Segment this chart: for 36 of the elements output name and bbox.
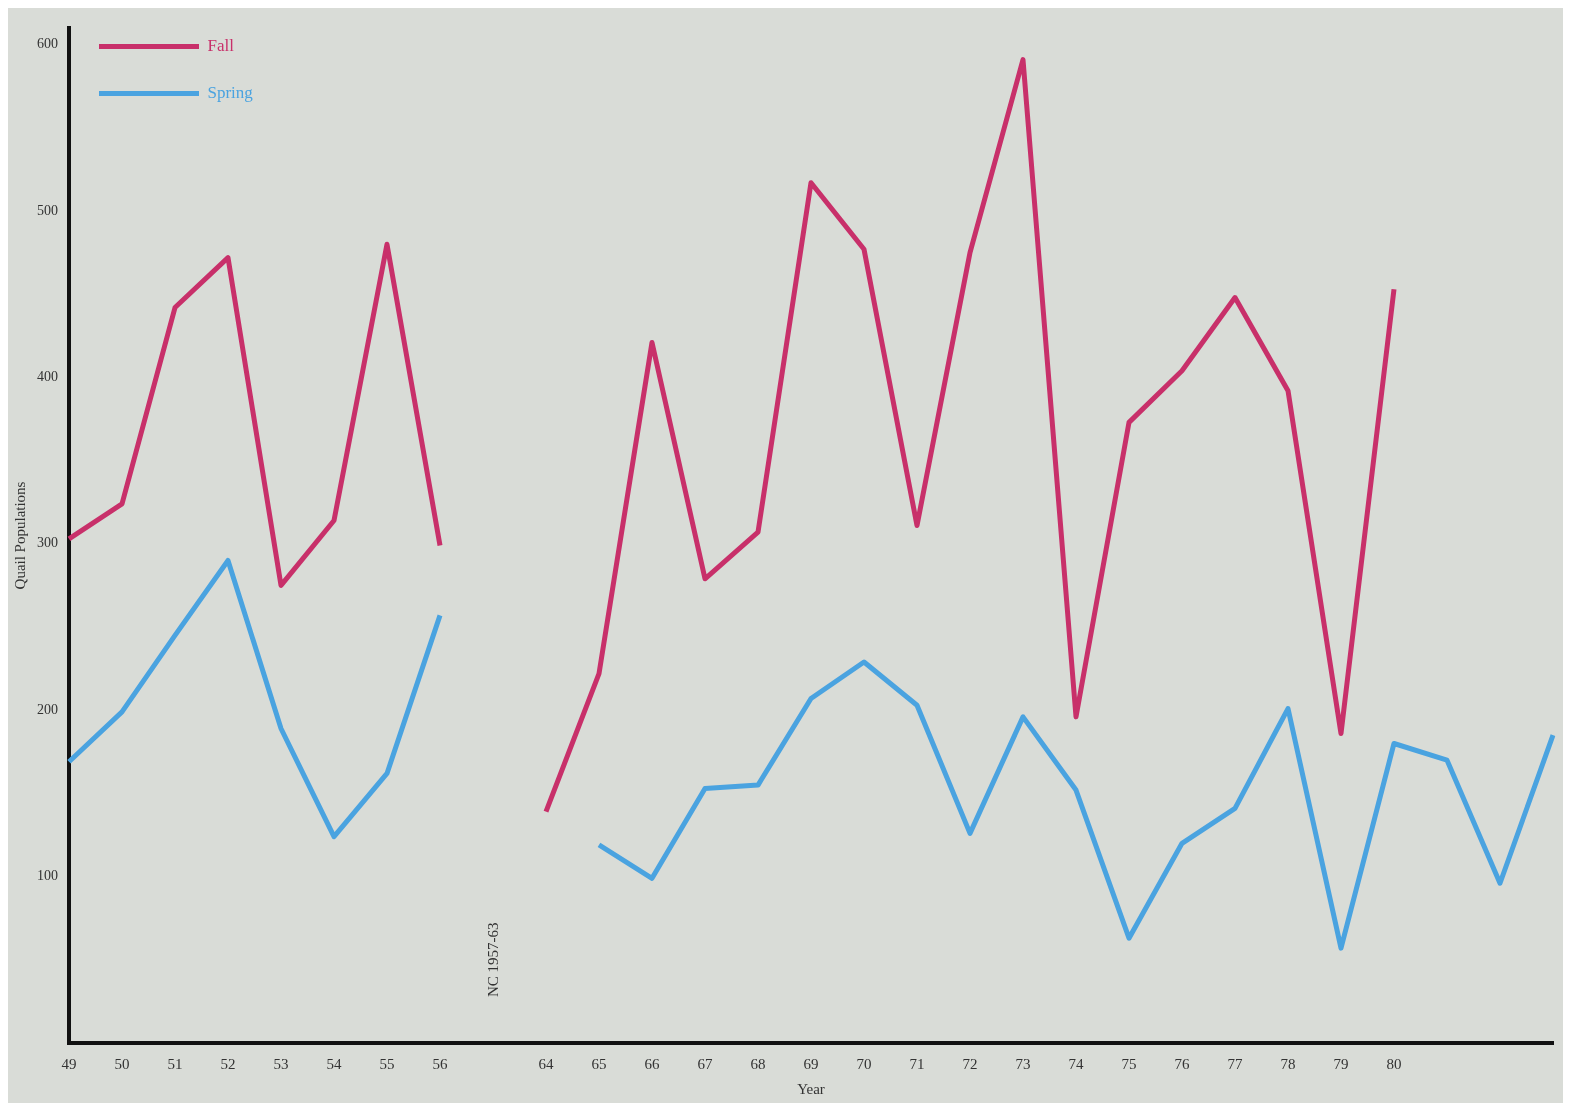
text: Spring <box>207 82 254 102</box>
x-tick-label: 66 <box>644 1055 660 1072</box>
x-tick-label: 49 <box>61 1055 77 1072</box>
x-tick-label: 70 <box>856 1055 872 1072</box>
x-tick-label: 56 <box>432 1055 448 1072</box>
y-tick-label: 400 <box>37 369 58 385</box>
x-tick-label: 80 <box>1386 1055 1402 1072</box>
x-tick-label: 75 <box>1121 1055 1137 1072</box>
x-tick-label: 68 <box>750 1055 766 1072</box>
x-tick-label: 72 <box>962 1055 978 1072</box>
x-tick-label: 74 <box>1068 1055 1084 1072</box>
x-tick-label: 71 <box>909 1055 925 1072</box>
x-tick-label: 54 <box>326 1055 342 1072</box>
x-tick-label: 64 <box>538 1055 554 1072</box>
y-tick-label: 200 <box>37 701 58 717</box>
y-tick-label: 300 <box>37 535 58 551</box>
y-axis-title: Quail Populations <box>11 481 28 590</box>
y-tick-label: 100 <box>37 868 58 884</box>
x-tick-label: 50 <box>114 1055 130 1072</box>
x-tick-label: 69 <box>803 1055 819 1072</box>
x-tick-label: 53 <box>273 1055 289 1072</box>
x-tick-label: 76 <box>1174 1055 1190 1072</box>
x-tick-label: 51 <box>167 1055 183 1072</box>
x-tick-label: 77 <box>1227 1055 1243 1072</box>
x-tick-label: 73 <box>1015 1055 1031 1072</box>
text: Fall <box>207 35 235 55</box>
y-tick-label: 600 <box>37 36 58 52</box>
x-tick-label: 79 <box>1333 1055 1349 1072</box>
x-axis-title: Year <box>797 1080 825 1097</box>
x-tick-label: 65 <box>591 1055 607 1072</box>
x-tick-label: 55 <box>379 1055 395 1072</box>
x-tick-label: 52 <box>220 1055 236 1072</box>
y-tick-label: 500 <box>37 202 58 218</box>
annotation: NC 1957-63 <box>485 922 501 998</box>
x-tick-label: 67 <box>697 1055 713 1072</box>
x-tick-label: 78 <box>1280 1055 1296 1072</box>
